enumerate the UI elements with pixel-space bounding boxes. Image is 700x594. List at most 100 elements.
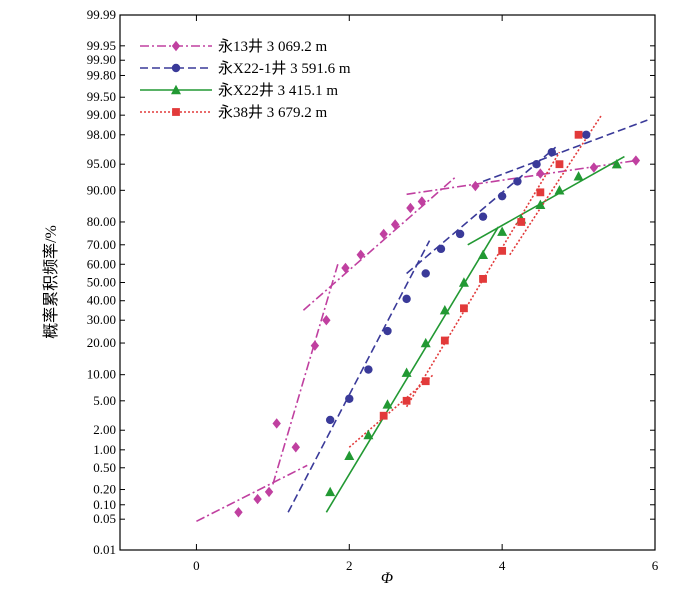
- point-diamond: [341, 262, 350, 274]
- point-triangle: [554, 185, 565, 195]
- fit-line-diamond: [302, 175, 457, 311]
- x-tick-label: 2: [346, 558, 353, 573]
- point-triangle: [535, 199, 546, 209]
- point-diamond: [379, 228, 388, 240]
- point-diamond: [471, 180, 480, 192]
- y-tick-label: 40.00: [87, 293, 116, 308]
- point-diamond: [264, 486, 274, 498]
- y-axis-title: 概率累积频率/%: [42, 225, 60, 339]
- point-triangle: [497, 226, 508, 236]
- point-diamond: [322, 315, 331, 326]
- legend-label: 永13井 3 069.2 m: [218, 38, 328, 55]
- point-triangle: [573, 171, 584, 181]
- fit-line-diamond: [406, 159, 637, 196]
- legend-label: 永38井 3 679.2 m: [218, 104, 328, 121]
- x-axis: 0 2 4 6: [193, 15, 659, 573]
- point-diamond: [631, 155, 641, 166]
- y-tick-label: 99.90: [87, 52, 116, 67]
- point-circle: [325, 415, 335, 425]
- point-diamond: [253, 493, 262, 505]
- point-square: [574, 130, 583, 139]
- point-diamond: [406, 202, 415, 214]
- y-tick-label: 0.20: [93, 482, 116, 497]
- y-tick-label: 99.99: [87, 7, 116, 22]
- fit-line-circle: [406, 146, 557, 275]
- point-circle: [497, 191, 507, 201]
- x-axis-title: Φ: [381, 570, 393, 587]
- point-circle: [532, 159, 541, 169]
- legend-label: 永X22井 3 415.1 m: [218, 82, 338, 99]
- point-triangle: [325, 486, 336, 497]
- point-circle: [402, 294, 411, 304]
- legend-marker-triangle: [171, 84, 181, 95]
- fit-line-diamond: [272, 264, 339, 485]
- fit-line-circle: [287, 240, 431, 513]
- x-tick-label: 4: [499, 558, 506, 573]
- point-circle: [455, 229, 465, 239]
- point-square: [402, 396, 411, 405]
- legend: 永13井 3 069.2 m 永X22-1井 3 591.6 m 永X22井 3 4…: [140, 38, 351, 121]
- point-square: [440, 336, 449, 345]
- legend-marker-circle: [171, 63, 181, 73]
- legend-marker-diamond: [171, 40, 181, 52]
- fit-line-diamond: [196, 464, 308, 523]
- point-diamond: [291, 442, 300, 453]
- point-circle: [345, 394, 354, 403]
- point-diamond: [417, 196, 427, 207]
- y-tick-label: 1.00: [93, 442, 116, 457]
- y-tick-label: 0.05: [93, 511, 116, 526]
- y-tick-label: 99.95: [87, 38, 116, 53]
- point-triangle: [401, 367, 412, 377]
- y-tick-label: 2.00: [93, 422, 116, 437]
- y-tick-label: 99.80: [87, 67, 116, 82]
- point-square: [460, 304, 468, 313]
- y-tick-label: 99.00: [87, 107, 116, 122]
- point-square: [536, 188, 545, 197]
- fit-line-triangle: [325, 226, 500, 513]
- point-triangle: [382, 399, 393, 409]
- point-square: [498, 246, 507, 255]
- x-tick-label: 0: [193, 558, 200, 573]
- point-circle: [383, 326, 392, 336]
- y-tick-label: 95.00: [87, 156, 116, 171]
- point-triangle: [458, 277, 469, 287]
- point-diamond: [589, 162, 599, 173]
- point-circle: [478, 212, 488, 221]
- y-tick-label: 20.00: [87, 335, 116, 350]
- y-tick-label: 5.00: [93, 393, 116, 408]
- y-tick-label: 90.00: [87, 182, 116, 197]
- point-diamond: [310, 340, 320, 351]
- point-diamond: [234, 507, 243, 518]
- legend-label: 永X22-1井 3 591.6 m: [218, 60, 351, 77]
- point-circle: [582, 130, 591, 139]
- y-tick-label: 80.00: [87, 214, 116, 229]
- y-tick-label: 50.00: [87, 275, 116, 290]
- point-diamond: [536, 168, 545, 179]
- y-tick-label: 70.00: [87, 237, 116, 252]
- point-triangle: [420, 337, 431, 348]
- y-tick-label: 30.00: [87, 312, 116, 327]
- point-triangle: [439, 305, 450, 315]
- point-triangle: [363, 429, 374, 440]
- fit-line-circle: [482, 119, 648, 183]
- y-tick-label: 99.50: [87, 89, 116, 104]
- y-axis: 0.01 0.050.100.20 0.50 1.00 2.00 5.00 10.00 20.…: [87, 7, 655, 557]
- point-diamond: [272, 418, 281, 429]
- y-tick-label: 0.01: [93, 542, 116, 557]
- point-circle: [436, 244, 446, 254]
- plot-frame: [119, 14, 656, 551]
- point-diamond: [356, 249, 365, 260]
- y-tick-label: 0.50: [93, 460, 116, 475]
- legend-marker-square: [172, 108, 180, 116]
- data-markers: [234, 130, 641, 518]
- point-square: [379, 411, 388, 420]
- x-tick-label: 6: [652, 558, 659, 573]
- point-diamond: [390, 219, 400, 230]
- point-triangle: [611, 158, 622, 169]
- point-circle: [364, 365, 373, 374]
- point-square: [555, 160, 564, 169]
- y-tick-label: 10.00: [87, 367, 116, 382]
- fit-line-square: [348, 374, 434, 448]
- y-tick-label: 0.10: [93, 497, 116, 512]
